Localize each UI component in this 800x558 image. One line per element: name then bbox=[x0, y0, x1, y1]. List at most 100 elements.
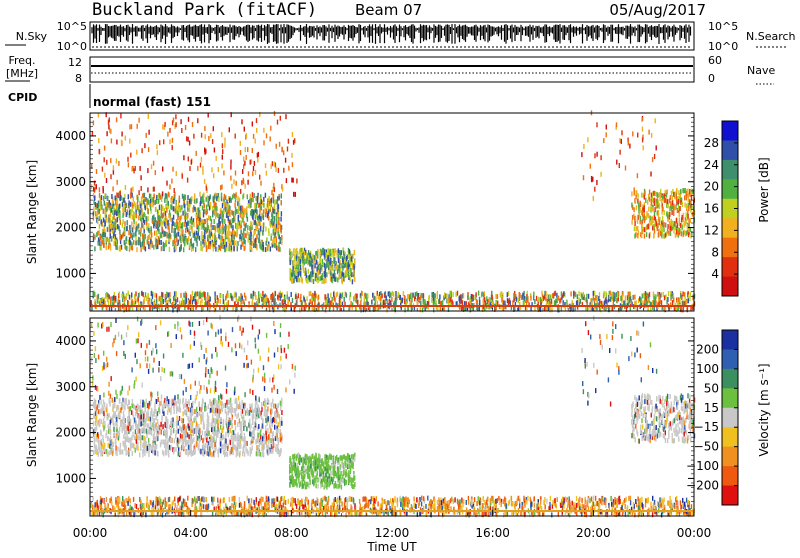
data-cell bbox=[593, 296, 594, 301]
data-cell bbox=[337, 269, 338, 274]
data-cell bbox=[127, 220, 128, 225]
data-cell bbox=[483, 299, 484, 304]
data-cell bbox=[662, 216, 663, 221]
data-cell bbox=[302, 257, 303, 262]
data-cell bbox=[239, 234, 240, 239]
data-cell bbox=[208, 244, 209, 249]
data-cell bbox=[596, 122, 597, 127]
data-cell bbox=[163, 242, 164, 247]
data-cell bbox=[663, 292, 664, 297]
data-cell bbox=[228, 225, 229, 230]
data-cell bbox=[245, 296, 246, 301]
data-cell bbox=[138, 190, 139, 195]
data-cell bbox=[242, 218, 243, 223]
data-cell bbox=[467, 295, 468, 300]
data-cell bbox=[391, 297, 392, 302]
data-cell bbox=[218, 167, 219, 172]
data-cell bbox=[107, 202, 108, 207]
data-cell bbox=[195, 247, 196, 252]
data-cell bbox=[257, 216, 258, 221]
date-label: 05/Aug/2017 bbox=[609, 1, 706, 19]
data-cell bbox=[676, 196, 677, 201]
data-cell bbox=[673, 192, 674, 197]
data-cell bbox=[415, 292, 416, 297]
data-cell bbox=[207, 223, 208, 228]
data-cell bbox=[229, 198, 230, 203]
data-cell bbox=[169, 210, 170, 215]
data-cell bbox=[176, 409, 177, 414]
data-cell bbox=[243, 164, 244, 169]
data-cell bbox=[346, 271, 347, 276]
data-cell bbox=[187, 137, 188, 142]
data-cell bbox=[303, 268, 304, 273]
data-cell bbox=[417, 295, 418, 300]
data-cell bbox=[256, 245, 257, 250]
data-cell bbox=[652, 218, 653, 223]
data-cell bbox=[267, 244, 268, 249]
data-cell bbox=[181, 128, 182, 133]
data-cell bbox=[404, 299, 405, 304]
data-cell bbox=[208, 136, 209, 141]
data-cell bbox=[381, 293, 382, 298]
data-cell bbox=[229, 247, 230, 252]
data-cell bbox=[364, 297, 365, 302]
data-cell bbox=[225, 225, 226, 230]
data-cell bbox=[308, 250, 309, 255]
data-cell bbox=[649, 220, 650, 225]
data-cell bbox=[350, 268, 351, 273]
data-cell bbox=[662, 206, 663, 211]
data-cell bbox=[144, 143, 145, 148]
data-cell bbox=[110, 246, 111, 251]
data-cell bbox=[214, 295, 215, 300]
data-cell bbox=[142, 241, 143, 246]
data-cell bbox=[141, 197, 142, 202]
data-cell bbox=[209, 196, 210, 201]
data-cell bbox=[354, 277, 355, 282]
data-cell bbox=[644, 205, 645, 210]
data-cell bbox=[131, 292, 132, 297]
data-cell bbox=[628, 141, 629, 146]
data-cell bbox=[398, 292, 399, 297]
data-cell bbox=[132, 187, 133, 192]
data-cell bbox=[690, 208, 691, 213]
data-cell bbox=[100, 214, 101, 219]
data-cell bbox=[561, 291, 562, 296]
data-cell bbox=[162, 206, 163, 211]
data-cell bbox=[203, 291, 204, 296]
data-cell bbox=[310, 299, 311, 304]
data-cell bbox=[206, 205, 207, 210]
data-cell bbox=[168, 201, 169, 206]
data-cell bbox=[108, 238, 109, 243]
data-cell bbox=[103, 196, 104, 201]
data-cell bbox=[116, 193, 117, 198]
data-cell bbox=[332, 301, 333, 306]
data-cell bbox=[677, 208, 678, 213]
data-cell bbox=[457, 291, 458, 296]
data-cell bbox=[129, 295, 130, 300]
data-cell bbox=[594, 187, 595, 192]
data-cell bbox=[179, 207, 180, 212]
data-cell bbox=[280, 116, 281, 121]
data-cell bbox=[228, 230, 229, 235]
cpid-panel: CPID normal (fast) 151 bbox=[8, 84, 211, 109]
data-cell bbox=[174, 222, 175, 227]
data-cell bbox=[230, 293, 231, 298]
data-cell bbox=[401, 298, 402, 303]
data-cell bbox=[296, 276, 297, 281]
data-cell bbox=[198, 208, 199, 213]
data-cell bbox=[654, 201, 655, 206]
data-cell bbox=[651, 193, 652, 198]
data-cell bbox=[184, 209, 185, 214]
data-cell bbox=[183, 418, 184, 423]
data-cell bbox=[246, 206, 247, 211]
data-cell bbox=[297, 258, 298, 263]
data-cell bbox=[354, 259, 355, 264]
data-cell bbox=[323, 272, 324, 277]
data-cell bbox=[437, 294, 438, 299]
data-cell bbox=[98, 138, 99, 143]
data-cell bbox=[609, 294, 610, 299]
data-cell bbox=[578, 291, 579, 296]
data-cell bbox=[140, 227, 141, 232]
data-cell bbox=[104, 173, 105, 178]
data-cell bbox=[223, 299, 224, 304]
